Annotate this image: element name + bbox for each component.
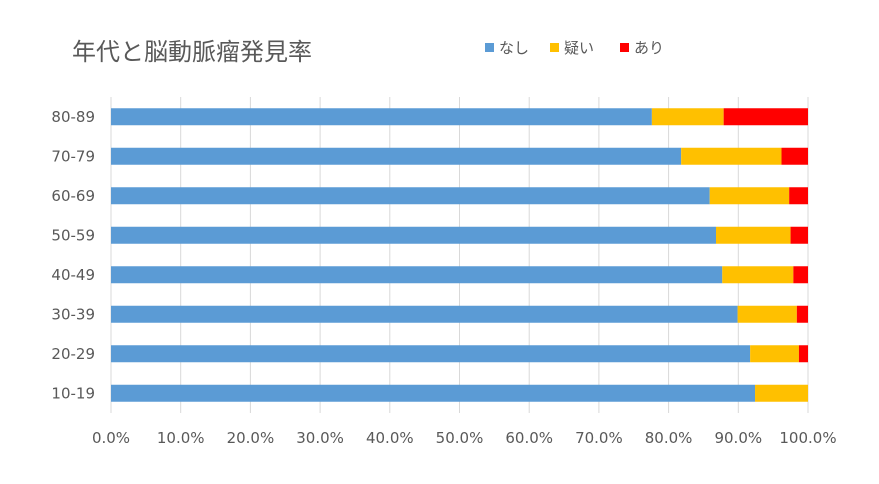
bar-segment [750,345,799,363]
x-tick-label: 60.0% [505,429,553,447]
legend-label: あり [634,39,664,57]
bar-segment [111,305,738,323]
bar-segment [715,226,791,244]
y-tick-label: 80-89 [51,108,95,126]
bar-segment [681,147,782,165]
bar-segment [111,384,756,402]
x-tick-label: 80.0% [645,429,693,447]
y-tick-label: 60-69 [51,187,95,205]
bar-segment [798,345,808,363]
x-tick-label: 70.0% [575,429,623,447]
y-axis: 10-19 20-29 30-39 40-49 50-59 60-69 70-79 80-89 [51,108,95,403]
legend: なし 疑い あり [485,39,664,57]
bar-segment [111,226,716,244]
y-tick-label: 40-49 [51,266,95,284]
legend-label: 疑い [564,39,594,57]
y-tick-label: 10-19 [51,384,95,402]
legend-swatch [485,43,494,52]
y-tick-label: 30-39 [51,305,95,323]
gridlines [110,97,809,413]
bar-segment [789,187,808,205]
bar-segment [111,266,723,284]
bars [111,108,808,402]
legend-swatch [620,43,629,52]
y-tick-label: 50-59 [51,226,95,244]
bar-segment [796,305,808,323]
bar-segment [111,147,682,165]
legend-swatch [550,43,559,52]
bar-segment [709,187,790,205]
x-tick-label: 50.0% [436,429,484,447]
bar-segment [723,108,808,126]
x-tick-label: 90.0% [714,429,762,447]
y-tick-label: 20-29 [51,345,95,363]
bar-segment [111,108,652,126]
bar-segment [793,266,808,284]
bar-segment [790,226,808,244]
bar-segment [722,266,794,284]
bar-segment [651,108,724,126]
legend-label: なし [499,39,529,57]
x-tick-label: 30.0% [296,429,344,447]
bar-segment [111,187,710,205]
bar-segment [737,305,797,323]
x-tick-label: 10.0% [157,429,205,447]
bar-segment [755,384,808,402]
bar-segment [111,345,751,363]
x-tick-label: 20.0% [227,429,275,447]
x-tick-label: 100.0% [779,429,836,447]
bar-segment [781,147,808,165]
x-tick-label: 40.0% [366,429,414,447]
chart-title: 年代と脳動脈瘤発見率 [72,38,312,66]
y-tick-label: 70-79 [51,147,95,165]
x-tick-label: 0.0% [92,429,130,447]
x-axis: 0.0% 10.0% 20.0% 30.0% 40.0% 50.0% 60.0% 70.0% 8… [92,429,837,447]
